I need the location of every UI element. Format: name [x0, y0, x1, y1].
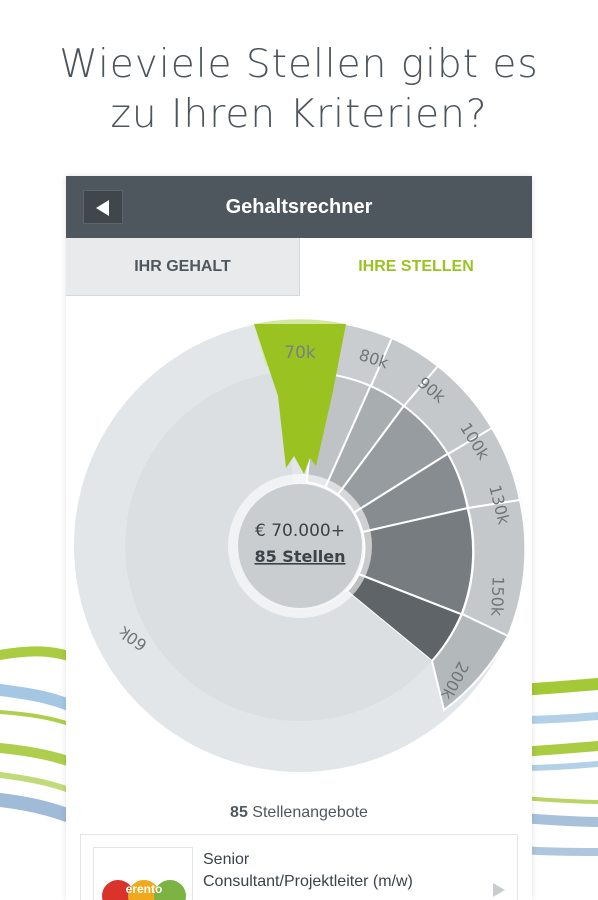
center-amount: € 70.000+ — [255, 521, 345, 541]
headline: Wieviele Stellen gibt es zu Ihren Kriter… — [0, 40, 598, 140]
job-title-line-1: Senior — [203, 851, 250, 868]
wheel-center — [238, 484, 362, 608]
wheel-label-70k: 70k — [284, 343, 316, 363]
offer-count-label: Stellenangebote — [252, 804, 368, 821]
company-logo-graphic: erento — [102, 880, 186, 900]
wheel-segment-60k[interactable] — [125, 371, 433, 721]
chevron-right-icon — [493, 883, 505, 897]
headline-line-2: zu Ihren Kriterien? — [110, 92, 488, 137]
app-screen: Gehaltsrechner IHR GEHALT IHRE STELLEN — [66, 176, 532, 900]
job-title: Senior Consultant/Projektleiter (m/w) — [203, 849, 503, 893]
back-arrow-icon — [96, 200, 109, 216]
offer-count: 85 Stellenangebote — [66, 804, 532, 822]
salary-wheel[interactable]: 70k 80k 90k 100k 130k 150k 200k 60k € 70… — [66, 296, 532, 796]
headline-line-1: Wieviele Stellen gibt es — [59, 42, 539, 87]
wheel-label-150k: 150k — [487, 576, 507, 617]
company-logo-text: erento — [126, 882, 163, 896]
company-logo: erento — [93, 847, 193, 900]
wheel-band-200k — [430, 612, 510, 712]
tab-ihr-gehalt[interactable]: IHR GEHALT — [66, 238, 300, 296]
app-bar: Gehaltsrechner — [66, 176, 532, 238]
job-list-item[interactable]: erento Senior Consultant/Projektleiter (… — [80, 834, 518, 900]
app-bar-title: Gehaltsrechner — [225, 196, 373, 218]
wheel-segment-70k-selected[interactable] — [254, 324, 346, 474]
back-button[interactable] — [83, 190, 123, 224]
tab-bar: IHR GEHALT IHRE STELLEN — [66, 238, 532, 296]
offer-count-number: 85 — [230, 804, 248, 821]
job-title-line-2: Consultant/Projektleiter (m/w) — [203, 873, 413, 890]
tab-ihre-stellen[interactable]: IHRE STELLEN — [300, 238, 532, 296]
salary-wheel-graphic: 70k 80k 90k 100k 130k 150k 200k 60k € 70… — [74, 319, 527, 772]
center-jobs-link[interactable]: 85 Stellen — [254, 547, 345, 566]
